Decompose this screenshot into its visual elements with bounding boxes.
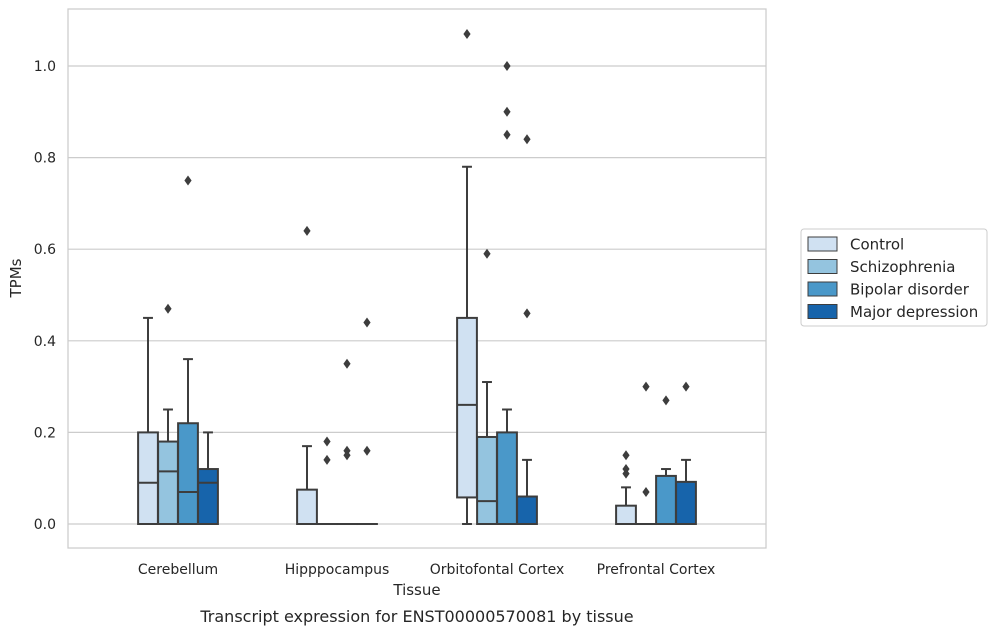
box-iqr (297, 490, 317, 524)
legend-swatch (808, 237, 837, 251)
outlier-point (622, 450, 629, 460)
box-iqr (198, 469, 218, 524)
box-control (297, 446, 317, 524)
outlier-point (662, 395, 669, 405)
outlier-point (164, 304, 171, 314)
box-major-depression (198, 432, 218, 524)
box-major-depression (517, 460, 537, 524)
outlier-point (483, 249, 490, 259)
box-iqr (477, 437, 497, 524)
legend: Control Schizophrenia Bipolar disorder Majo… (801, 229, 987, 326)
y-tick-label: 0.0 (34, 517, 56, 533)
box-control (457, 167, 477, 524)
x-tick-label: Hipppocampus (285, 562, 390, 578)
x-tick-labels: Cerebellum Hipppocampus Orbitofontal Corte… (138, 562, 715, 578)
box-iqr (158, 442, 178, 524)
y-tick-label: 0.6 (34, 242, 56, 258)
outlier-point (323, 437, 330, 447)
legend-swatch (808, 260, 837, 274)
box-bipolar-disorder (497, 410, 517, 525)
outlier-point (682, 382, 689, 392)
y-tick-label: 0.4 (34, 334, 56, 350)
x-tick-label: Orbitofontal Cortex (430, 562, 565, 578)
outlier-point (642, 382, 649, 392)
box-schizophrenia (477, 382, 497, 524)
x-tick-label: Cerebellum (138, 562, 218, 578)
box-iqr (178, 423, 198, 524)
outlier-point (503, 130, 510, 140)
outliers (164, 29, 689, 497)
legend-label: Major depression (850, 303, 978, 321)
y-tick-label: 0.8 (34, 151, 56, 167)
box-iqr (138, 432, 158, 524)
outlier-point (343, 359, 350, 369)
box-schizophrenia (158, 410, 178, 525)
boxes (138, 167, 696, 524)
box-iqr (616, 506, 636, 524)
box-iqr (656, 476, 676, 524)
outlier-point (303, 226, 310, 236)
box-control (616, 487, 636, 524)
box-iqr (676, 482, 696, 524)
outlier-point (503, 61, 510, 71)
legend-label: Bipolar disorder (850, 281, 970, 299)
legend-label: Schizophrenia (850, 258, 955, 276)
x-axis-label: Tissue (392, 581, 440, 599)
box-bipolar-disorder (656, 469, 676, 524)
box-bipolar-disorder (178, 359, 198, 524)
legend-swatch (808, 305, 837, 319)
chart-caption: Transcript expression for ENST0000057008… (199, 607, 633, 626)
outlier-point (523, 308, 530, 318)
outlier-point (184, 176, 191, 186)
outlier-point (463, 29, 470, 39)
outlier-point (523, 134, 530, 144)
legend-label: Control (850, 236, 904, 254)
box-major-depression (676, 460, 696, 524)
legend-swatch (808, 282, 837, 296)
x-tick-label: Prefrontal Cortex (597, 562, 716, 578)
outlier-point (503, 107, 510, 117)
box-control (138, 318, 158, 524)
outlier-point (642, 487, 649, 497)
y-tick-label: 1.0 (34, 59, 56, 75)
box-iqr (497, 432, 517, 524)
outlier-point (363, 446, 370, 456)
outlier-point (363, 317, 370, 327)
box-iqr (457, 318, 477, 498)
box-iqr (517, 497, 537, 524)
y-axis-label: TPMs (7, 258, 25, 298)
outlier-point (323, 455, 330, 465)
y-tick-label: 0.2 (34, 425, 56, 441)
y-tick-labels: 0.0 0.2 0.4 0.6 0.8 1.0 (34, 59, 56, 533)
